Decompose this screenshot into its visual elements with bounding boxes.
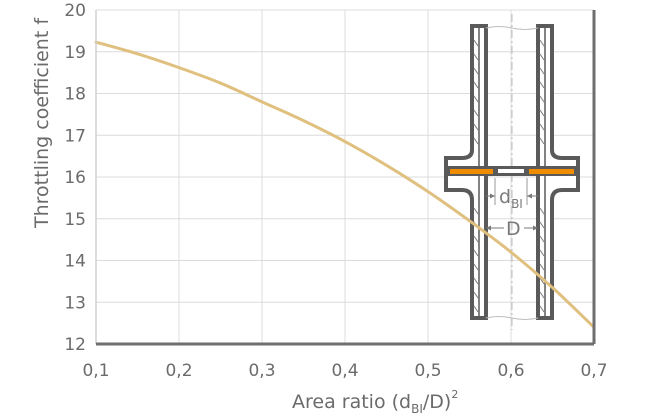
y-tick-label: 17 [64,126,86,146]
x-tick-label: 0,7 [580,361,607,381]
y-tick-label: 15 [64,210,86,230]
diagram-label-D: D [506,218,521,240]
x-axis-ticks: 0,1 0,2 0,3 0,4 0,5 0,6 0,7 [82,361,607,381]
orifice-pipe-diagram: dBI D [444,14,580,330]
y-tick-label: 18 [64,85,86,105]
y-tick-label: 13 [64,293,86,313]
y-axis-ticks: 12 13 14 15 16 17 18 19 20 [64,1,86,355]
orifice-plate-right [529,169,574,174]
x-tick-label: 0,2 [165,361,192,381]
data-curve [94,40,596,329]
x-tick-label: 0,5 [414,361,441,381]
x-axis-title: Area ratio (dBI/D)2 [292,388,458,416]
x-tick-label: 0,1 [82,361,109,381]
x-tick-label: 0,4 [331,361,358,381]
orifice-plate-left [450,169,493,174]
y-tick-label: 19 [64,43,86,63]
grid-lines [96,9,594,344]
x-tick-label: 0,3 [248,361,275,381]
x-tick-label: 0,6 [497,361,524,381]
y-tick-label: 12 [64,335,86,355]
y-tick-label: 14 [64,252,86,272]
y-tick-label: 20 [64,1,86,21]
y-axis-title: Throttling coefficient f [31,17,53,229]
y-tick-label: 16 [64,168,86,188]
diagram-label-dbi: dBI [499,186,523,211]
